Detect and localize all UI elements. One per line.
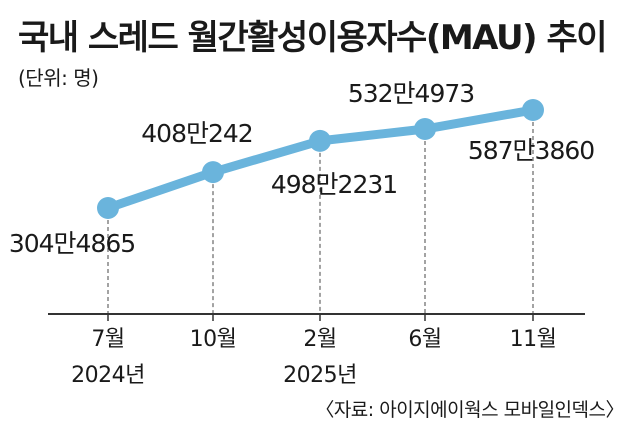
data-point <box>202 161 224 184</box>
markers <box>97 99 544 219</box>
data-point <box>309 129 331 152</box>
data-point <box>522 99 544 121</box>
data-point <box>97 197 119 219</box>
year-label: 2025년 <box>283 363 357 388</box>
x-tick-label: 2월 <box>303 327 336 352</box>
axis-ticks <box>107 314 534 321</box>
unit-label: (단위: 명) <box>18 66 99 90</box>
x-tick-label: 6월 <box>408 327 441 352</box>
data-label: 532만4973 <box>348 79 474 108</box>
year-labels: 2024년 2025년 <box>71 363 357 388</box>
x-tick-labels: 7월 10월 2월 6월 11월 <box>91 327 556 352</box>
data-point <box>414 118 436 141</box>
data-labels: 304만4865 408만242 498만2231 532만4973 587만3860 <box>9 79 595 258</box>
x-tick-label: 10월 <box>190 327 237 352</box>
data-label: 408만242 <box>141 119 252 148</box>
guide-lines <box>107 122 534 314</box>
year-label: 2024년 <box>71 363 145 388</box>
source-note: 〈자료: 아이지에이웍스 모바일인덱스〉 <box>315 399 624 421</box>
data-label: 304만4865 <box>9 229 135 258</box>
data-label: 498만2231 <box>271 170 397 199</box>
chart-title: 국내 스레드 월간활성이용자수(MAU) 추이 <box>18 18 608 58</box>
x-tick-label: 11월 <box>510 327 557 352</box>
data-label: 587만3860 <box>468 136 594 165</box>
x-tick-label: 7월 <box>91 327 124 352</box>
